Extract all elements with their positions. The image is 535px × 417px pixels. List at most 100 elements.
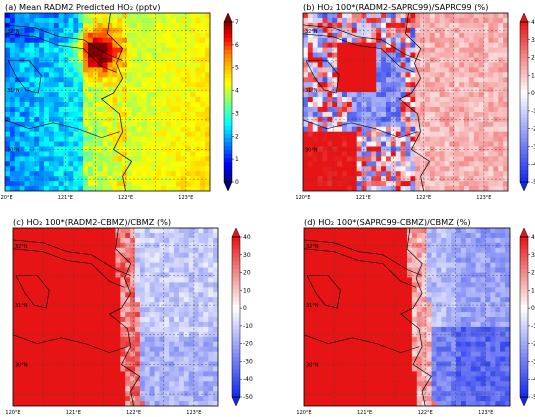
x-tick-label: 120°E — [296, 410, 311, 416]
colorbar-tick-label: -50 — [531, 179, 535, 186]
colorbar-tick-label: 40 — [531, 234, 535, 241]
y-tick-label: 32°N — [15, 244, 28, 250]
x-tick-label: 122°E — [118, 195, 133, 201]
colorbar-tick-label: 5 — [235, 65, 239, 72]
colorbar-tick-label: -30 — [531, 358, 535, 365]
colorbar-extend-max — [519, 227, 529, 238]
colorbar-tick-label: 1 — [235, 156, 239, 163]
panel-title-d: (d) HO₂ 100*(SAPRC99-CBMZ)/CBMZ (%) — [304, 217, 471, 227]
x-tick-label: 123°E — [478, 410, 493, 416]
colorbar-extend-min — [223, 181, 233, 192]
heatmap-field-a — [5, 13, 210, 191]
x-tick-label: 120°E — [5, 410, 20, 416]
colorbar-tick-label: 10 — [531, 287, 535, 294]
river-south-bank — [5, 33, 117, 73]
heatmap-field-c — [13, 228, 218, 406]
coastline — [400, 228, 432, 406]
river-north-bank — [304, 239, 423, 276]
river-south-bank — [304, 248, 417, 288]
colorbar-tick-label: 0 — [235, 179, 239, 186]
river-north-bank — [5, 24, 123, 61]
colorbar-tick-label: -10 — [531, 323, 535, 330]
y-tick-label: 32°N — [7, 29, 20, 35]
heatmap-field-d — [304, 228, 510, 406]
x-tick-label: 122°E — [418, 410, 433, 416]
colorbar-tick-label: 6 — [235, 42, 239, 49]
colorbar-tick-label: 0 — [243, 305, 247, 312]
x-tick-label: 120°E — [295, 195, 310, 201]
colorbar-tick-label: 2 — [235, 133, 239, 140]
river-south-bank — [303, 33, 415, 73]
y-tick-label: 30°N — [15, 362, 28, 368]
y-tick-label: 31°N — [305, 88, 318, 94]
colorbar-tick-label: -40 — [531, 161, 535, 168]
panel-title-a: (a) Mean RADM2 Predicted HO₂ (pptv) — [5, 2, 160, 12]
x-tick-label: 121°E — [58, 195, 73, 201]
colorbar-tick-label: 30 — [243, 252, 251, 259]
colorbar-tick-label: -20 — [531, 341, 535, 348]
colorbar-extend-max — [231, 227, 241, 238]
colorbar-tick-label: -10 — [531, 108, 535, 115]
panel-title-b: (b) HO₂ 100*(RADM2-SAPRC99)/SAPRC99 (%) — [303, 2, 488, 12]
x-tick-label: 121°E — [356, 195, 371, 201]
x-tick-label: 120°E — [0, 195, 13, 201]
colorbar-a: 0 1 2 3 4 5 6 7 — [223, 12, 239, 192]
y-tick-label: 32°N — [306, 244, 319, 250]
y-tick-label: 30°N — [7, 147, 20, 153]
colorbar-tick-label: 20 — [531, 55, 535, 62]
coastline — [108, 228, 141, 406]
colorbar-tick-label: 20 — [243, 270, 251, 277]
y-tick-label: 32°N — [305, 29, 318, 35]
x-tick-label: 121°E — [66, 410, 81, 416]
colorbar-extend-min — [231, 396, 241, 407]
colorbar-tick-label: 4 — [235, 88, 239, 95]
colorbar-extend-min — [519, 181, 529, 192]
colorbar-tick-label: -30 — [243, 358, 253, 365]
panel-c: (c) HO₂ 100*(RADM2-CBMZ)/CBMZ (%) 120°E 12… — [5, 217, 253, 416]
y-tick-label: 31°N — [15, 303, 28, 309]
axes-frame — [12, 227, 219, 407]
colorbar-tick-label: -10 — [243, 323, 253, 330]
coastline — [100, 13, 133, 191]
river-north-bank — [303, 24, 421, 61]
colorbar-extend-max — [223, 12, 233, 23]
heatmap-field-b — [303, 13, 508, 191]
axes-frame — [4, 12, 211, 192]
colorbar-tick-label: -20 — [243, 341, 253, 348]
colorbar-tick-label: -30 — [531, 143, 535, 150]
river-north-bank — [13, 239, 131, 276]
colorbar-c: -50 -40 -30 -20 -10 0 10 20 30 40 — [231, 227, 253, 407]
colorbar-extend-min — [519, 396, 529, 407]
x-tick-label: 123°E — [186, 410, 201, 416]
colorbar-tick-label: 30 — [531, 37, 535, 44]
panel-b: (b) HO₂ 100*(RADM2-SAPRC99)/SAPRC99 (%) 1… — [295, 2, 535, 201]
colorbar-d: -50 -40 -30 -20 -10 0 10 20 30 40 — [519, 227, 535, 407]
axes-frame — [303, 227, 511, 407]
x-tick-label: 121°E — [357, 410, 372, 416]
x-tick-label: 123°E — [178, 195, 193, 201]
colorbar-extend-max — [519, 12, 529, 23]
river-south-bank — [13, 248, 125, 288]
colorbar-tick-label: 30 — [531, 252, 535, 259]
coastline — [398, 13, 431, 191]
colorbar-tick-label: 40 — [531, 19, 535, 26]
colorbar-tick-label: -40 — [243, 376, 253, 383]
x-tick-label: 122°E — [126, 410, 141, 416]
panel-d: (d) HO₂ 100*(SAPRC99-CBMZ)/CBMZ (%) 120°E… — [296, 217, 535, 416]
axes-frame — [302, 12, 509, 192]
colorbar-tick-label: 0 — [531, 305, 535, 312]
colorbar-tick-label: 0 — [531, 90, 535, 97]
x-tick-label: 122°E — [416, 195, 431, 201]
panel-title-c: (c) HO₂ 100*(RADM2-CBMZ)/CBMZ (%) — [13, 217, 171, 227]
colorbar-tick-label: -20 — [531, 126, 535, 133]
colorbar-tick-label: 10 — [243, 287, 251, 294]
colorbar-tick-label: 20 — [531, 270, 535, 277]
colorbar-tick-label: 7 — [235, 19, 239, 26]
colorbar-b: -50 -40 -30 -20 -10 0 10 20 30 40 — [519, 12, 535, 192]
y-tick-label: 31°N — [7, 88, 20, 94]
x-tick-label: 123°E — [476, 195, 491, 201]
panel-a: (a) Mean RADM2 Predicted HO₂ (pptv) 120°E… — [0, 2, 239, 201]
colorbar-tick-label: -40 — [531, 376, 535, 383]
colorbar-tick-label: -50 — [243, 394, 253, 401]
